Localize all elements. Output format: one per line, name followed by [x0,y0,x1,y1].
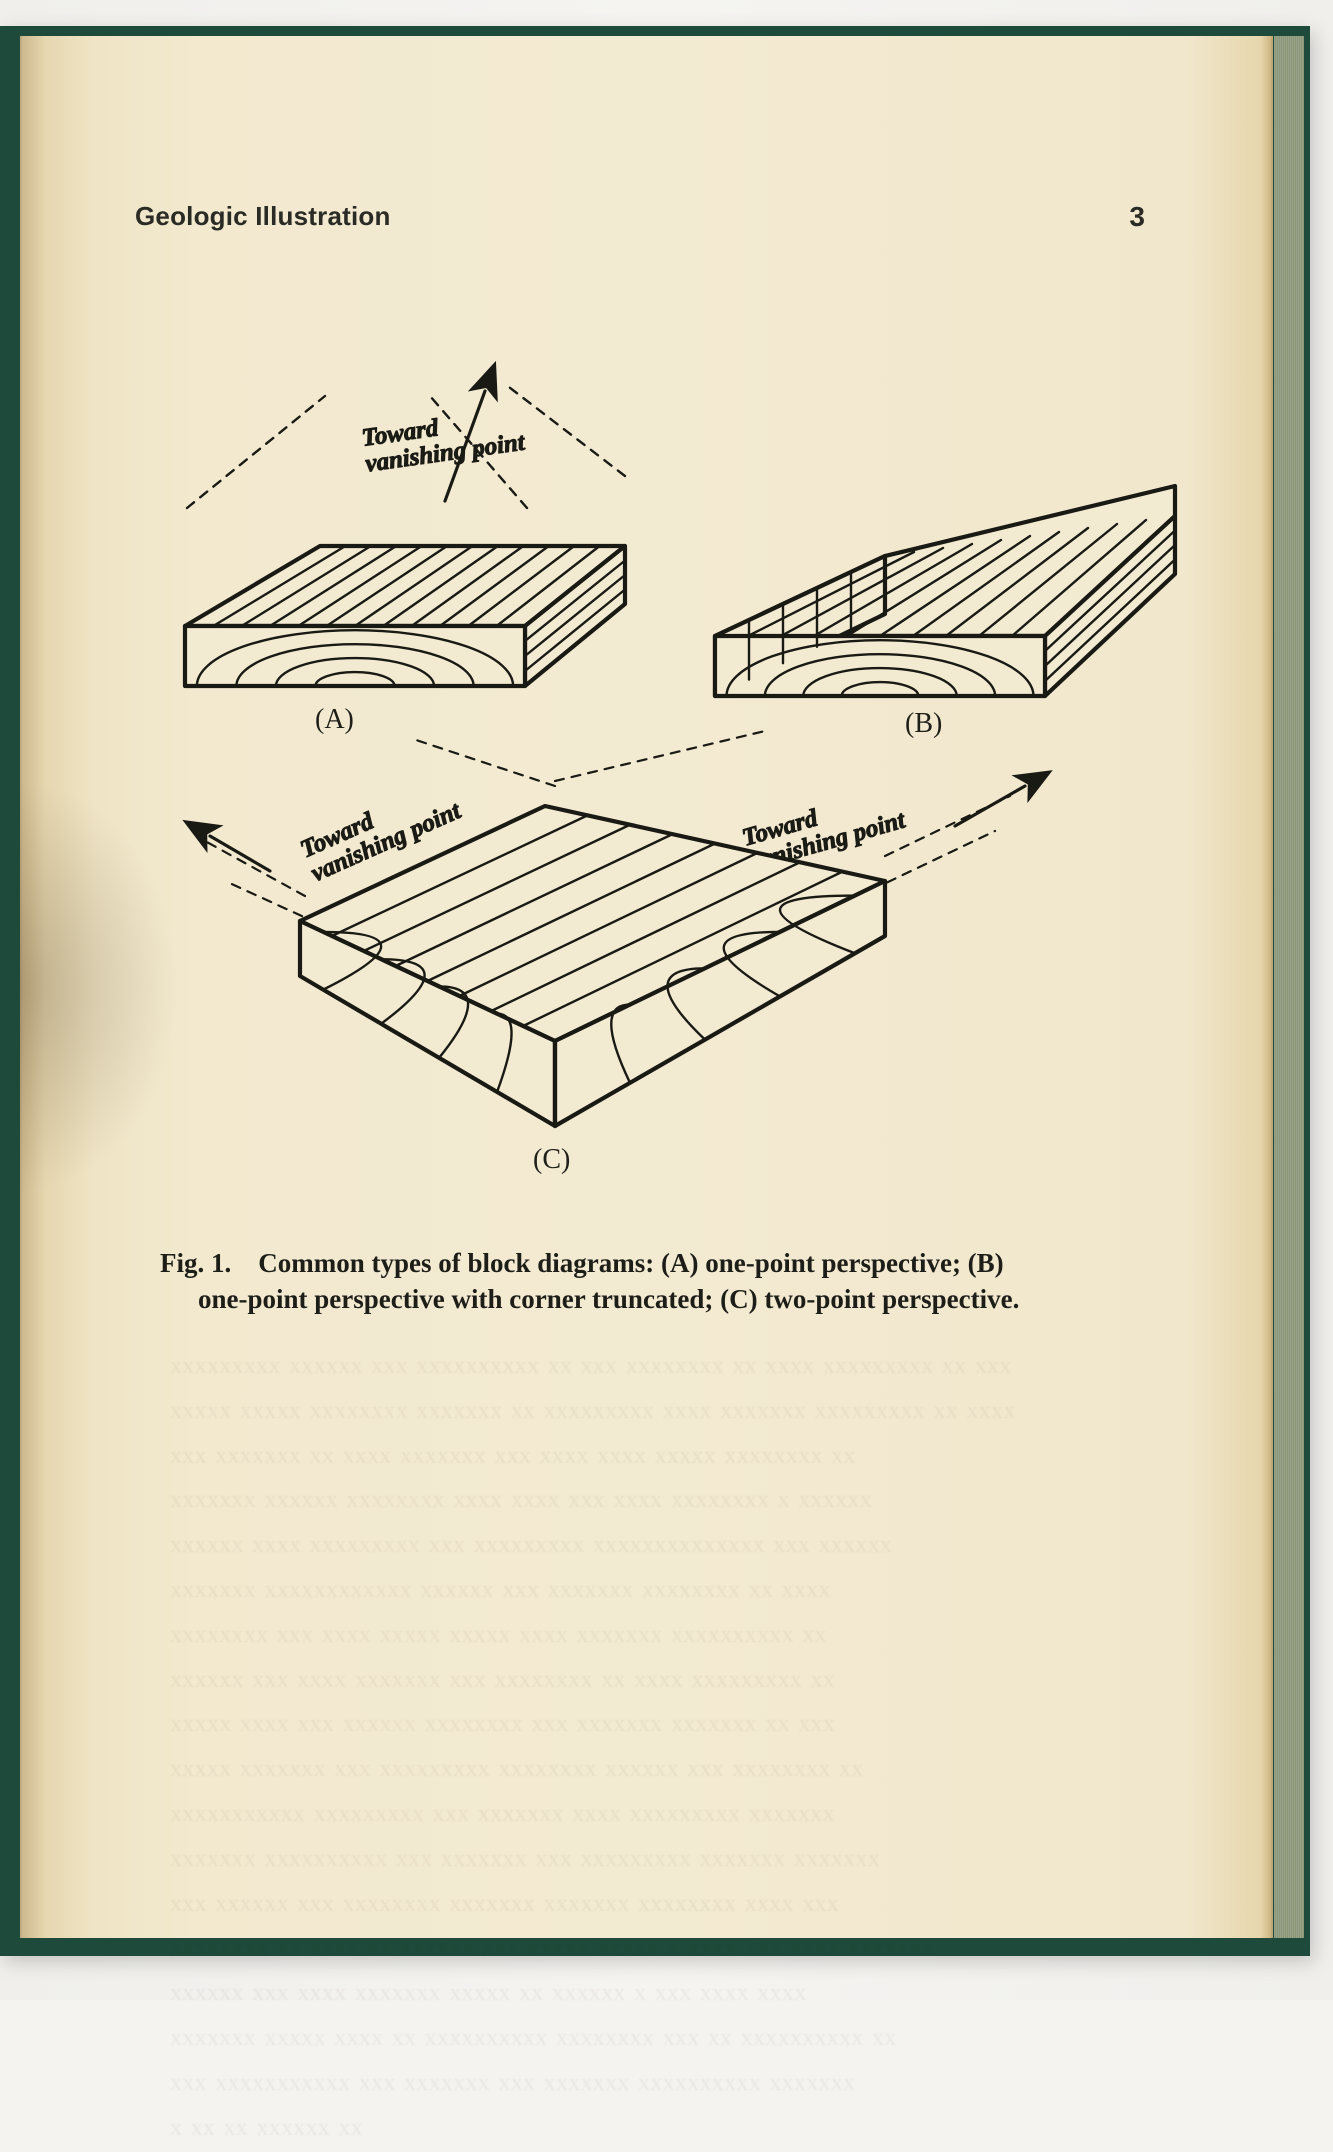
label-c: (C) [533,1144,570,1176]
figure-1: Towardvanishing pointTowardvanishing poi… [125,336,1185,1236]
svg-text:Towardvanishing point: Towardvanishing point [360,403,527,478]
figure-1-svg: Towardvanishing pointTowardvanishing poi… [125,336,1185,1236]
running-head: Geologic Illustration [135,201,391,232]
label-b: (B) [905,708,942,740]
page-edge-stack [1274,36,1304,1938]
ghost-showthrough: xxxxxxxxx xxxxxx xxx xxxxxxxxxx xx xxx x… [170,1346,1130,2152]
caption-line-2: one-point perspective with corner trunca… [198,1284,1019,1314]
figure-caption: Fig. 1. Common types of block diagrams: … [160,1246,1150,1317]
caption-line-1: Fig. 1. Common types of block diagrams: … [160,1248,1004,1278]
page-number: 3 [1129,201,1145,233]
label-a: (A) [315,704,354,736]
book-cover: Geologic Illustration 3 Towardvanishing … [0,26,1310,1956]
book-page: Geologic Illustration 3 Towardvanishing … [20,36,1273,1938]
